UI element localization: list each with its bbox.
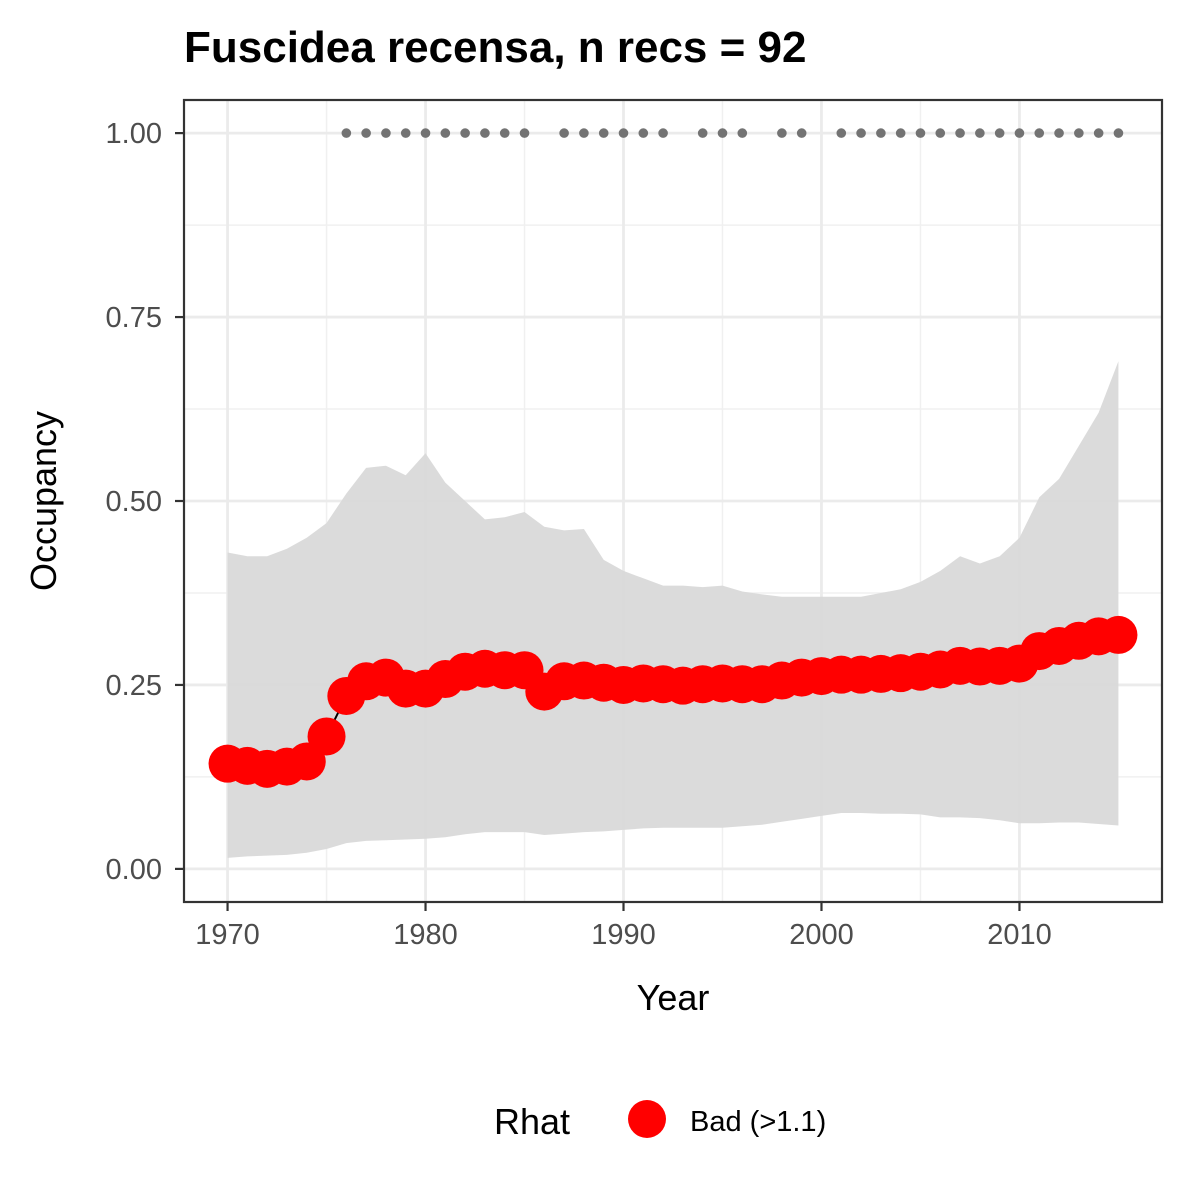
record-marker xyxy=(915,128,926,138)
record-marker xyxy=(777,128,787,138)
x-tick-label: 2010 xyxy=(987,919,1052,951)
occupancy-point xyxy=(1099,615,1138,654)
record-marker xyxy=(480,128,490,138)
record-marker xyxy=(717,128,728,138)
record-marker xyxy=(519,128,530,138)
record-marker xyxy=(579,128,589,138)
panel xyxy=(182,98,1164,904)
legend-key-point xyxy=(628,1100,666,1138)
record-marker xyxy=(836,128,847,138)
record-marker xyxy=(1014,128,1025,138)
record-marker xyxy=(1054,128,1064,138)
record-marker xyxy=(1113,128,1124,138)
legend: Rhat Bad (>1.1) xyxy=(494,1100,826,1142)
record-marker xyxy=(440,128,451,138)
record-marker xyxy=(420,128,431,138)
y-tick-label: 0.50 xyxy=(106,486,162,518)
record-marker xyxy=(796,128,807,138)
confidence-band-area xyxy=(227,361,1119,858)
record-marker xyxy=(559,128,569,138)
record-marker xyxy=(737,128,748,138)
x-axis-title: Year xyxy=(637,977,710,1018)
legend-label: Bad (>1.1) xyxy=(690,1106,826,1138)
record-marker xyxy=(381,128,391,138)
record-marker xyxy=(638,128,649,138)
chart-title: Fuscidea recensa, n recs = 92 xyxy=(184,23,807,72)
record-marker xyxy=(658,128,668,138)
y-tick-label: 0.75 xyxy=(106,302,162,334)
record-marker xyxy=(856,128,866,138)
y-axis-title: Occupancy xyxy=(23,411,64,591)
record-marker xyxy=(598,128,609,138)
x-axis: 1970 1980 1990 2000 2010 xyxy=(195,902,1052,951)
record-marker xyxy=(499,128,510,138)
x-tick-label: 2000 xyxy=(789,919,854,951)
y-tick-label: 0.00 xyxy=(106,854,162,886)
record-marker xyxy=(460,128,470,138)
record-marker xyxy=(1074,128,1084,138)
occupancy-point xyxy=(307,717,346,756)
y-axis: 0.00 0.25 0.50 0.75 1.00 xyxy=(106,118,184,886)
record-marker xyxy=(955,128,965,138)
x-tick-label: 1970 xyxy=(195,919,260,951)
y-tick-label: 0.25 xyxy=(106,670,162,702)
legend-title: Rhat xyxy=(494,1101,570,1142)
y-tick-label: 1.00 xyxy=(106,118,162,150)
record-marker xyxy=(895,128,906,138)
record-marker xyxy=(876,128,886,138)
record-marker xyxy=(361,128,371,138)
record-marker xyxy=(1034,128,1045,138)
record-marker xyxy=(994,128,1005,138)
x-tick-label: 1990 xyxy=(591,919,656,951)
record-marker xyxy=(935,128,946,138)
record-markers xyxy=(341,128,1124,138)
series-points xyxy=(208,615,1138,788)
record-marker xyxy=(341,128,352,138)
record-marker xyxy=(975,128,985,138)
record-marker xyxy=(1093,128,1104,138)
record-marker xyxy=(618,128,629,138)
record-marker xyxy=(400,128,411,138)
confidence-band xyxy=(227,361,1119,858)
x-tick-label: 1980 xyxy=(393,919,458,951)
record-marker xyxy=(697,128,708,138)
